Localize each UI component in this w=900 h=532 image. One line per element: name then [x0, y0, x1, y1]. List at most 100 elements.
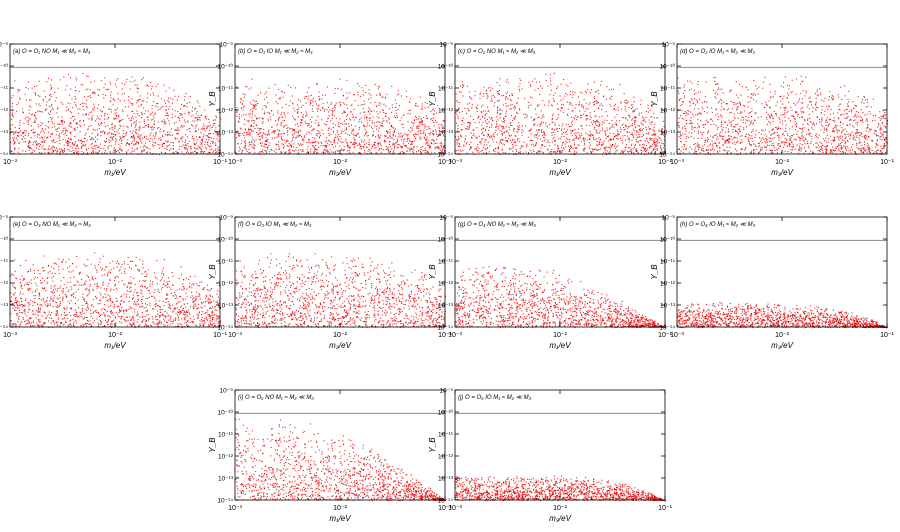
- scatter-point: [379, 128, 380, 129]
- x-tick-label: 10⁻¹: [213, 159, 227, 166]
- scatter-point: [489, 137, 490, 138]
- scatter-point: [41, 141, 42, 142]
- scatter-point: [539, 82, 540, 83]
- scatter-point: [253, 148, 254, 149]
- scatter-point: [254, 101, 255, 102]
- scatter-point: [212, 127, 213, 128]
- scatter-point: [517, 139, 518, 140]
- scatter-point: [132, 116, 133, 117]
- scatter-point: [241, 107, 242, 108]
- scatter-point: [263, 133, 264, 134]
- scatter-point: [861, 133, 862, 134]
- scatter-point: [95, 141, 96, 142]
- scatter-point: [98, 95, 99, 96]
- scatter-point: [488, 110, 489, 111]
- scatter-point: [28, 124, 29, 125]
- scatter-point: [708, 139, 709, 140]
- scatter-point: [640, 128, 641, 129]
- scatter-point: [324, 149, 325, 150]
- scatter-point: [153, 101, 154, 102]
- scatter-point: [312, 137, 313, 138]
- scatter-point: [297, 111, 298, 112]
- scatter-point: [151, 127, 152, 128]
- scatter-point: [575, 148, 576, 149]
- scatter-point: [489, 127, 490, 128]
- scatter-point: [547, 86, 548, 87]
- scatter-point: [659, 142, 660, 143]
- scatter-point: [648, 112, 649, 113]
- scatter-point: [112, 137, 113, 138]
- scatter-point: [152, 119, 153, 120]
- scatter-point: [593, 105, 594, 106]
- scatter-point: [592, 151, 593, 152]
- scatter-point: [780, 101, 781, 102]
- scatter-point: [292, 150, 293, 151]
- scatter-point: [644, 119, 645, 120]
- scatter-point: [430, 132, 431, 133]
- scatter-point: [694, 131, 695, 132]
- scatter-point: [477, 111, 478, 112]
- scatter-point: [138, 142, 139, 143]
- scatter-point: [518, 131, 519, 132]
- scatter-point: [822, 145, 823, 146]
- scatter-point: [499, 114, 500, 115]
- scatter-point: [86, 103, 87, 104]
- scatter-point: [642, 144, 643, 145]
- scatter-point: [431, 139, 432, 140]
- scatter-point: [792, 80, 793, 81]
- scatter-point: [368, 107, 369, 108]
- scatter-point: [67, 145, 68, 146]
- scatter-point: [185, 147, 186, 148]
- scatter-point: [507, 141, 508, 142]
- scatter-point: [66, 85, 67, 86]
- scatter-point: [34, 135, 35, 136]
- scatter-point: [42, 111, 43, 112]
- scatter-point: [300, 135, 301, 136]
- scatter-point: [642, 136, 643, 137]
- scatter-point: [147, 102, 148, 103]
- scatter-point: [553, 152, 554, 153]
- scatter-point: [533, 124, 534, 125]
- scatter-point: [128, 96, 129, 97]
- scatter-point: [867, 124, 868, 125]
- scatter-point: [365, 85, 366, 86]
- scatter-point: [70, 146, 71, 147]
- scatter-point: [360, 113, 361, 114]
- panel-a: 10⁻³10⁻²10⁻¹10⁻¹⁴10⁻¹³10⁻¹²10⁻¹¹10⁻¹⁰10⁻…: [0, 42, 228, 178]
- scatter-point: [412, 128, 413, 129]
- scatter-point: [64, 122, 65, 123]
- scatter-point: [153, 118, 154, 119]
- scatter-point: [165, 153, 166, 154]
- scatter-point: [558, 150, 559, 151]
- scatter-point: [631, 120, 632, 121]
- scatter-point: [531, 152, 532, 153]
- scatter-point: [138, 136, 139, 137]
- scatter-point: [623, 117, 624, 118]
- scatter-point: [314, 138, 315, 139]
- scatter-point: [722, 130, 723, 131]
- scatter-point: [579, 134, 580, 135]
- scatter-point: [380, 94, 381, 95]
- scatter-point: [330, 120, 331, 121]
- scatter-point: [19, 128, 20, 129]
- scatter-point: [334, 93, 335, 94]
- scatter-point: [631, 108, 632, 109]
- scatter-point: [364, 144, 365, 145]
- scatter-point: [533, 119, 534, 120]
- scatter-point: [197, 111, 198, 112]
- scatter-point: [883, 118, 884, 119]
- scatter-point: [306, 111, 307, 112]
- scatter-point: [60, 151, 61, 152]
- scatter-point: [396, 147, 397, 148]
- scatter-point: [304, 137, 305, 138]
- scatter-point: [412, 130, 413, 131]
- scatter-point: [288, 150, 289, 151]
- scatter-point: [795, 124, 796, 125]
- scatter-point: [526, 152, 527, 153]
- scatter-point: [834, 151, 835, 152]
- scatter-point: [501, 131, 502, 132]
- scatter-point: [548, 105, 549, 106]
- scatter-point: [493, 150, 494, 151]
- scatter-point: [691, 121, 692, 122]
- scatter-point: [625, 100, 626, 101]
